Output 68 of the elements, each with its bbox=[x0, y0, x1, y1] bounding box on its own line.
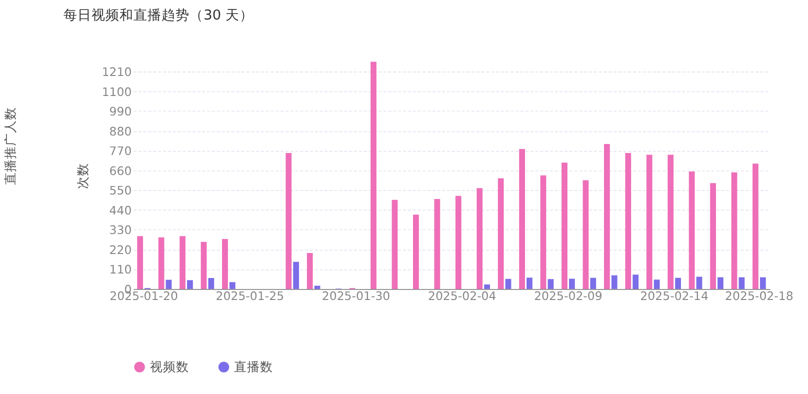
y-tick-label: 1100 bbox=[102, 84, 132, 99]
bar bbox=[718, 277, 724, 289]
y-tick-label: 220 bbox=[109, 242, 132, 257]
bar bbox=[696, 276, 702, 289]
bar bbox=[562, 162, 568, 289]
x-tick-label: 2025-01-25 bbox=[216, 289, 284, 304]
bar bbox=[752, 164, 758, 289]
bar bbox=[314, 286, 320, 289]
bar bbox=[208, 278, 214, 289]
bar bbox=[568, 278, 575, 289]
bar bbox=[392, 200, 398, 289]
bar bbox=[286, 152, 292, 289]
text: 直播推广人数 bbox=[4, 106, 19, 185]
bar bbox=[484, 284, 490, 289]
x-tick-label: 2025-02-18 bbox=[725, 289, 794, 304]
bar bbox=[675, 278, 681, 289]
bar bbox=[526, 278, 532, 289]
x-tick-label: 2025-02-14 bbox=[640, 289, 708, 304]
legend-label: 视频数 bbox=[150, 360, 189, 375]
bar bbox=[180, 236, 186, 289]
bar bbox=[604, 144, 610, 289]
bar bbox=[413, 214, 419, 289]
bar bbox=[668, 154, 674, 289]
bar bbox=[293, 262, 299, 289]
bar bbox=[519, 149, 525, 289]
bar bbox=[731, 172, 738, 289]
bar bbox=[710, 183, 716, 289]
bar bbox=[548, 279, 554, 289]
y-tick-label: 990 bbox=[109, 104, 132, 119]
bar bbox=[611, 275, 618, 289]
bar bbox=[200, 242, 207, 289]
y-tick-label: 1210 bbox=[102, 65, 132, 80]
bar bbox=[434, 198, 440, 289]
bar bbox=[137, 236, 144, 289]
bar bbox=[222, 239, 228, 289]
bar bbox=[582, 180, 589, 289]
x-tick-label: 2025-01-30 bbox=[322, 289, 390, 304]
bar bbox=[370, 62, 376, 289]
bar bbox=[498, 178, 504, 289]
bar bbox=[158, 237, 164, 289]
bar bbox=[540, 175, 546, 289]
y-axis-title: 次数 bbox=[76, 162, 92, 189]
y-tick-label: 330 bbox=[109, 223, 132, 238]
bar bbox=[760, 277, 766, 289]
bar bbox=[688, 171, 695, 289]
chart-title: 每日视频和直播趋势（30 天） bbox=[64, 8, 254, 24]
bar bbox=[738, 277, 745, 289]
y-tick-label: 550 bbox=[109, 184, 132, 198]
bar bbox=[654, 280, 660, 289]
bar bbox=[590, 278, 596, 289]
bar bbox=[505, 278, 512, 289]
y-tick-label: 880 bbox=[109, 124, 132, 138]
bar bbox=[476, 188, 483, 289]
bar bbox=[625, 152, 632, 289]
bar bbox=[646, 154, 652, 289]
bar bbox=[306, 253, 313, 289]
bar bbox=[229, 282, 236, 289]
bar bbox=[187, 280, 193, 289]
legend-label: 直播数 bbox=[234, 360, 274, 375]
bar bbox=[632, 274, 639, 289]
y-tick-label: 110 bbox=[109, 262, 132, 277]
x-tick-label: 2025-02-09 bbox=[534, 289, 602, 304]
bar bbox=[166, 280, 172, 289]
x-tick-label: 2025-02-04 bbox=[428, 289, 496, 304]
bar bbox=[455, 196, 462, 289]
y-tick-label: 440 bbox=[109, 203, 132, 218]
y-tick-label: 660 bbox=[109, 164, 132, 178]
y-tick-label: 770 bbox=[109, 144, 132, 158]
